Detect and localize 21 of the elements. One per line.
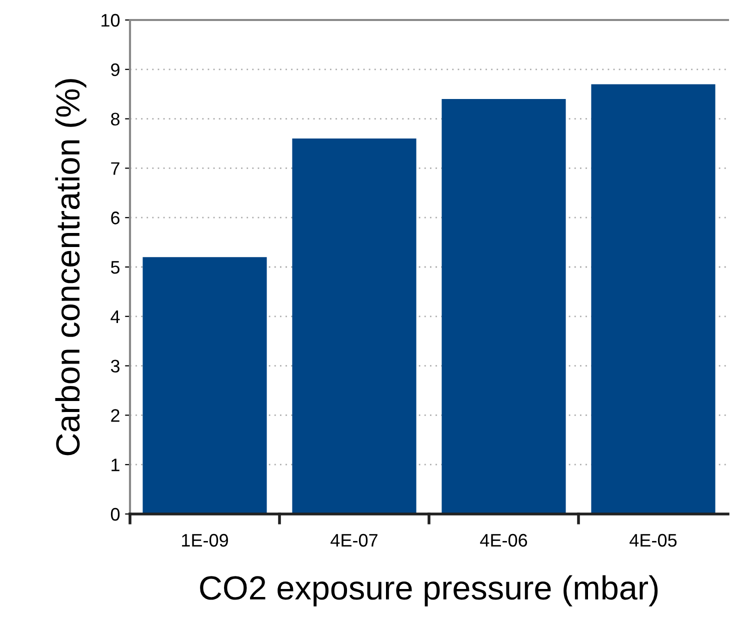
x-tick-label: 4E-06 [480, 534, 528, 547]
y-tick-label: 8 [111, 112, 120, 126]
x-axis-title: CO2 exposure pressure (mbar) [200, 575, 658, 606]
bar [591, 84, 716, 514]
bar [292, 138, 416, 514]
y-tick-label: 5 [110, 261, 120, 274]
y-tick-label: 3 [110, 360, 120, 373]
y-tick-label: 4 [110, 310, 120, 323]
y-tick-label: 10 [102, 14, 120, 27]
bar [142, 257, 267, 514]
y-tick-label: 0 [110, 508, 120, 521]
x-tick-label: 4E-07 [330, 534, 378, 547]
y-tick-label: 2 [111, 409, 120, 422]
y-tick-label: 7 [111, 162, 120, 175]
y-tick-label: 9 [111, 63, 120, 76]
y-axis-title: Carbon concentration (%) [55, 79, 86, 456]
bar [442, 99, 566, 514]
x-tick-label: 4E-05 [630, 534, 677, 547]
y-tick-label: 6 [111, 212, 120, 224]
x-tick-label: 1E-09 [182, 534, 228, 547]
y-tick-label: 1 [112, 458, 120, 472]
